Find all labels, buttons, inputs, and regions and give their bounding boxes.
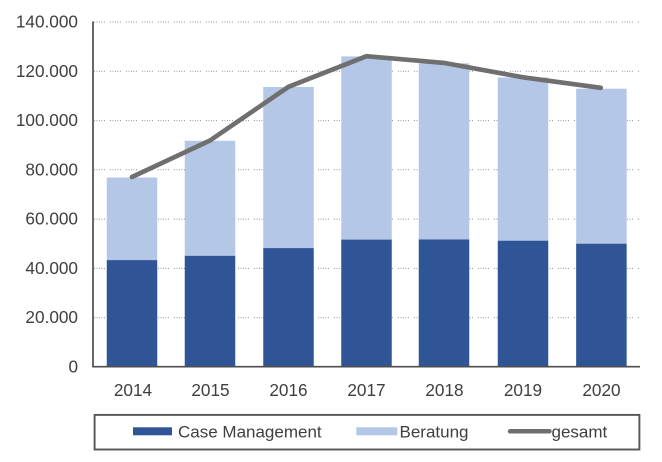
svg-text:2015: 2015: [191, 380, 229, 400]
svg-text:gesamt: gesamt: [552, 422, 608, 441]
svg-text:120.000: 120.000: [16, 61, 78, 81]
svg-text:Beratung: Beratung: [400, 422, 469, 441]
svg-text:0: 0: [68, 357, 78, 377]
svg-text:140.000: 140.000: [16, 12, 78, 32]
svg-text:2014: 2014: [114, 380, 153, 400]
svg-text:2019: 2019: [504, 380, 542, 400]
svg-text:Case Management: Case Management: [178, 422, 322, 441]
svg-text:40.000: 40.000: [25, 258, 78, 278]
svg-text:60.000: 60.000: [25, 209, 78, 229]
svg-text:100.000: 100.000: [16, 110, 78, 130]
svg-text:2017: 2017: [347, 380, 385, 400]
svg-text:20.000: 20.000: [25, 307, 78, 327]
svg-text:2020: 2020: [582, 380, 620, 400]
svg-text:80.000: 80.000: [25, 159, 78, 179]
svg-text:2016: 2016: [269, 380, 307, 400]
svg-text:2018: 2018: [425, 380, 463, 400]
